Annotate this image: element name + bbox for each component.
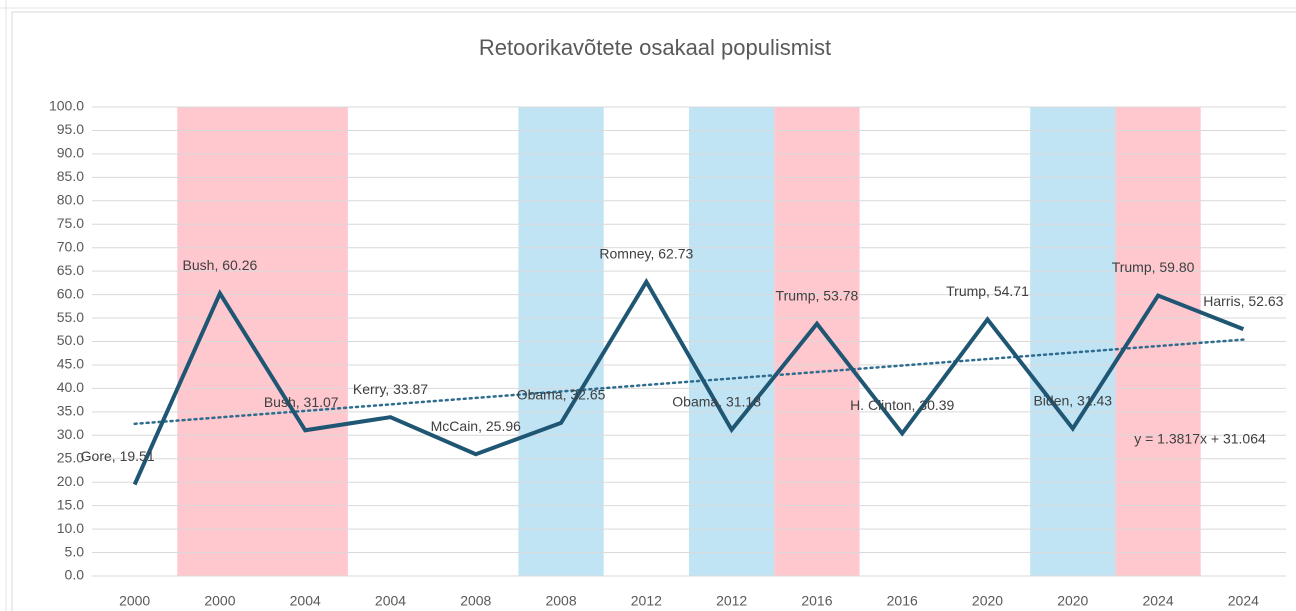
y-tick-label: 10.0 — [57, 520, 84, 536]
y-tick-label: 45.0 — [57, 356, 84, 372]
y-tick-label: 30.0 — [57, 426, 84, 442]
trendline-label: y = 1.3817x + 31.064 — [1134, 431, 1266, 447]
y-tick-label: 40.0 — [57, 379, 84, 395]
data-label: Trump, 53.78 — [776, 287, 859, 303]
x-tick-label: 2024 — [1142, 593, 1173, 609]
data-label: Obama, 31.18 — [672, 393, 761, 409]
y-tick-label: 95.0 — [57, 121, 84, 137]
y-tick-label: 15.0 — [57, 496, 84, 512]
data-label: Harris, 52.63 — [1203, 293, 1283, 309]
y-tick-label: 0.0 — [65, 567, 85, 583]
x-tick-label: 2024 — [1228, 593, 1259, 609]
y-tick-label: 70.0 — [57, 238, 84, 254]
data-label: McCain, 25.96 — [431, 418, 521, 434]
y-tick-label: 25.0 — [57, 449, 84, 465]
y-tick-label: 60.0 — [57, 285, 84, 301]
y-tick-label: 75.0 — [57, 215, 84, 231]
y-tick-label: 100.0 — [49, 98, 84, 114]
y-tick-label: 65.0 — [57, 262, 84, 278]
data-label: Bush, 60.26 — [183, 257, 258, 273]
data-line — [132, 277, 1245, 486]
y-tick-label: 20.0 — [57, 473, 84, 489]
x-tick-label: 2020 — [972, 593, 1003, 609]
x-tick-label: 2004 — [290, 593, 321, 609]
x-tick-label: 2020 — [1057, 593, 1088, 609]
trendline — [133, 338, 1245, 426]
y-tick-label: 50.0 — [57, 332, 84, 348]
y-tick-label: 90.0 — [57, 145, 84, 161]
x-tick-label: 2012 — [631, 593, 662, 609]
data-label: Obama, 32.65 — [517, 387, 606, 403]
x-tick-label: 2016 — [801, 593, 832, 609]
y-tick-label: 35.0 — [57, 403, 84, 419]
x-tick-label: 2000 — [204, 593, 235, 609]
y-tick-label: 85.0 — [57, 168, 84, 184]
chart-title: Retoorikavõtete osakaal populismist — [479, 35, 831, 60]
data-label: Kerry, 33.87 — [353, 381, 428, 397]
data-label: Romney, 62.73 — [599, 245, 693, 261]
x-tick-label: 2012 — [716, 593, 747, 609]
x-tick-label: 2008 — [545, 593, 576, 609]
x-tick-label: 2016 — [887, 593, 918, 609]
data-label: Biden, 31.43 — [1033, 392, 1112, 408]
data-label: Bush, 31.07 — [264, 394, 339, 410]
data-label: Gore, 19.51 — [81, 448, 155, 464]
y-tick-label: 80.0 — [57, 192, 84, 208]
x-tick-label: 2008 — [460, 593, 491, 609]
y-tick-label: 55.0 — [57, 309, 84, 325]
y-tick-label: 5.0 — [65, 543, 85, 559]
data-label: Trump, 59.80 — [1112, 259, 1195, 275]
x-tick-label: 2000 — [119, 593, 150, 609]
data-label: H. Clinton, 30.39 — [850, 397, 954, 413]
data-label: Trump, 54.71 — [946, 283, 1029, 299]
x-tick-label: 2004 — [375, 593, 406, 609]
